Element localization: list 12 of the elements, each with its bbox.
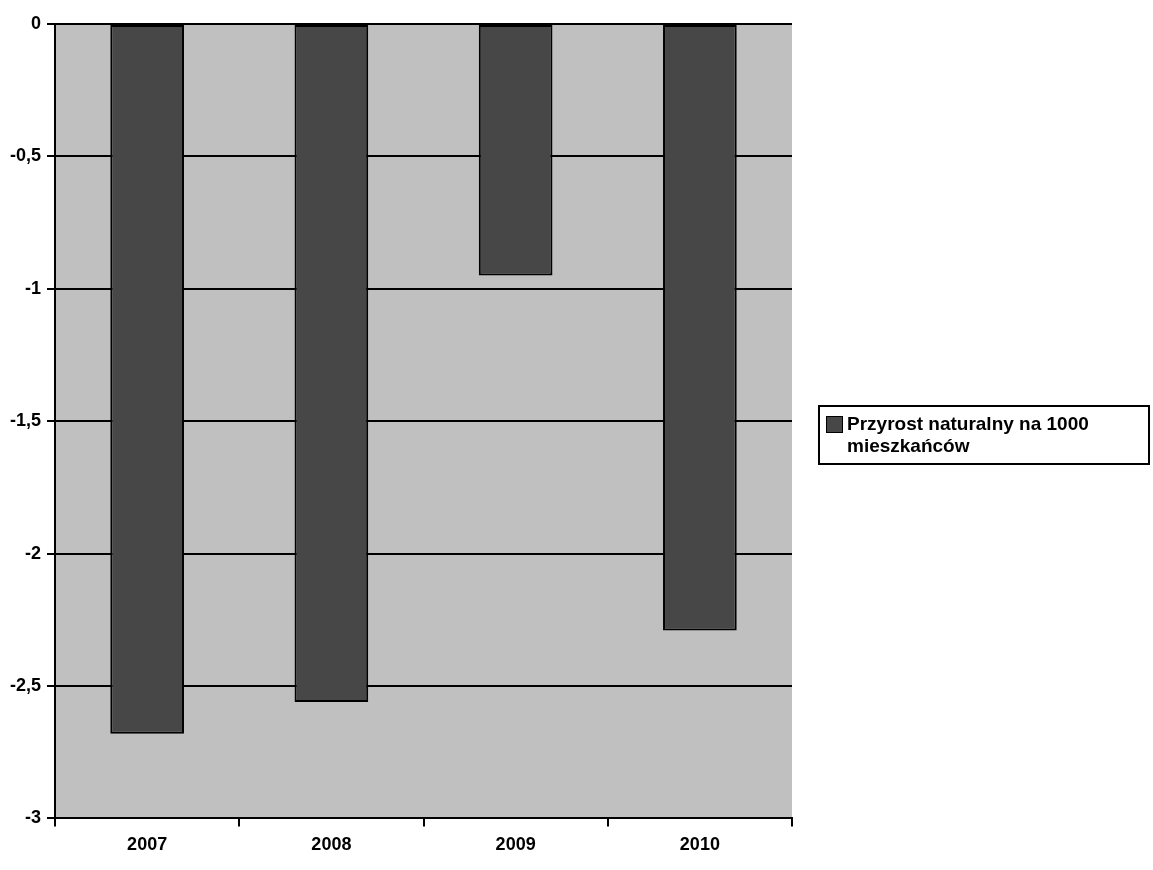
- legend-label: Przyrost naturalny na 1000 mieszkańców: [847, 413, 1090, 457]
- x-tick-label: 2010: [679, 834, 720, 855]
- y-tick-label: -3: [25, 807, 42, 828]
- y-tick-label: -2,5: [9, 674, 42, 695]
- y-tick-label: -1,5: [9, 410, 42, 431]
- y-tick-label: -2: [25, 542, 42, 563]
- x-tick-label: 2007: [127, 834, 168, 855]
- y-tick-label: -0,5: [9, 145, 42, 166]
- x-tick-label: 2008: [311, 834, 352, 855]
- x-tick-label: 2009: [495, 834, 536, 855]
- y-tick-label: 0: [31, 12, 42, 33]
- y-tick-label: -1: [25, 277, 42, 298]
